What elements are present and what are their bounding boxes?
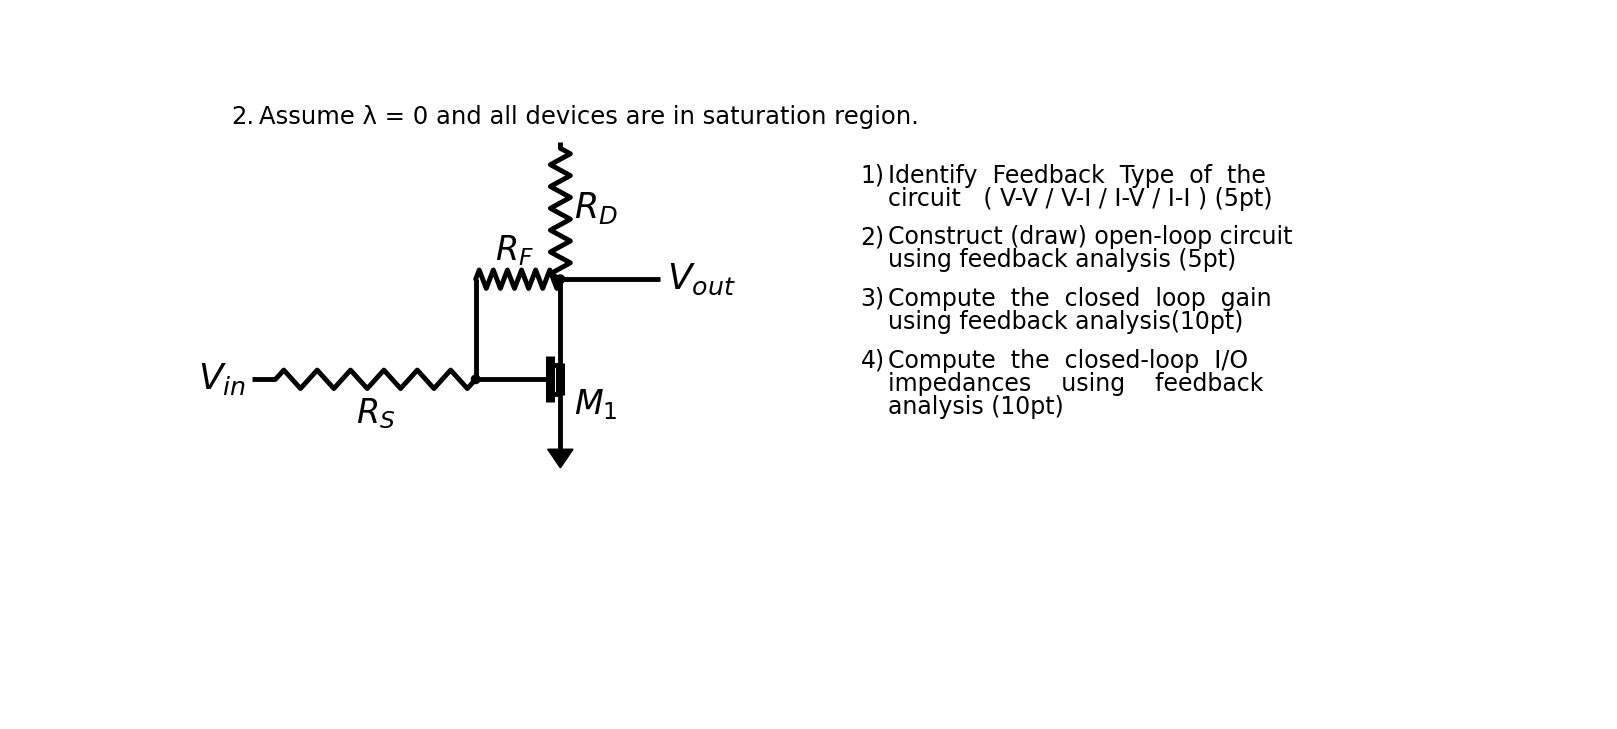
- Text: $R_D$: $R_D$: [574, 190, 618, 225]
- Text: Identify  Feedback  Type  of  the: Identify Feedback Type of the: [888, 164, 1266, 187]
- Text: impedances    using    feedback: impedances using feedback: [888, 372, 1263, 396]
- Text: $M_1$: $M_1$: [574, 387, 618, 421]
- Text: 3): 3): [860, 287, 884, 311]
- Text: $R_S$: $R_S$: [356, 397, 395, 431]
- Text: $V_{in}$: $V_{in}$: [199, 362, 246, 397]
- Text: Compute  the  closed  loop  gain: Compute the closed loop gain: [888, 287, 1271, 311]
- Text: Construct (draw) open-loop circuit: Construct (draw) open-loop circuit: [888, 225, 1292, 249]
- Text: Compute  the  closed-loop  I/O: Compute the closed-loop I/O: [888, 348, 1248, 373]
- Circle shape: [556, 275, 564, 284]
- Text: $V_{out}$: $V_{out}$: [666, 262, 736, 297]
- Text: 2.: 2.: [231, 105, 254, 129]
- Polygon shape: [548, 449, 572, 468]
- Text: 1): 1): [860, 164, 884, 187]
- Text: analysis (10pt): analysis (10pt): [888, 394, 1064, 418]
- Text: using feedback analysis (5pt): using feedback analysis (5pt): [888, 249, 1235, 273]
- Text: using feedback analysis(10pt): using feedback analysis(10pt): [888, 310, 1243, 334]
- Text: $R_F$: $R_F$: [495, 234, 534, 268]
- Text: Assume λ = 0 and all devices are in saturation region.: Assume λ = 0 and all devices are in satu…: [259, 105, 918, 129]
- Text: circuit   ( V-V / V-I / I-V / I-I ) (5pt): circuit ( V-V / V-I / I-V / I-I ) (5pt): [888, 187, 1273, 211]
- Circle shape: [472, 375, 480, 383]
- Text: 4): 4): [860, 348, 884, 373]
- Text: 2): 2): [860, 225, 884, 249]
